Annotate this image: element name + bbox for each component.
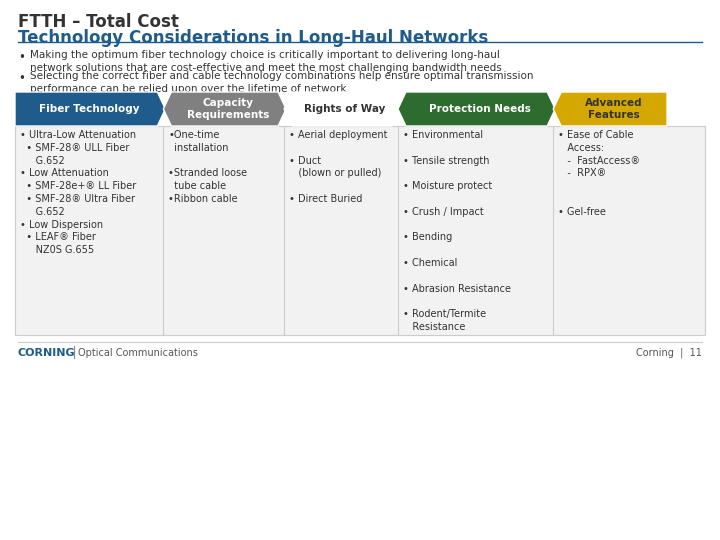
Polygon shape	[15, 92, 166, 126]
Text: Advanced
Features: Advanced Features	[585, 98, 643, 120]
Text: •One-time
  installation

•Stranded loose
  tube cable
•Ribbon cable: •One-time installation •Stranded loose t…	[168, 130, 248, 204]
Text: • Aerial deployment

• Duct
   (blown or pulled)

• Direct Buried: • Aerial deployment • Duct (blown or pul…	[289, 130, 387, 204]
Text: • Environmental

• Tensile strength

• Moisture protect

• Crush / Impact

• Ben: • Environmental • Tensile strength • Moi…	[403, 130, 511, 332]
Bar	[15, 126, 705, 335]
Polygon shape	[163, 92, 286, 126]
Text: Fiber Technology: Fiber Technology	[39, 104, 140, 114]
Text: Selecting the correct fiber and cable technology combinations help ensure optima: Selecting the correct fiber and cable te…	[30, 71, 534, 94]
Text: Capacity
Requirements: Capacity Requirements	[186, 98, 269, 120]
Text: • Ease of Cable
   Access:
   -  FastAccess®
   -  RPX®


• Gel-free: • Ease of Cable Access: - FastAccess® - …	[558, 130, 640, 217]
Text: Corning  |  11: Corning | 11	[636, 348, 702, 359]
Text: FTTH – Total Cost: FTTH – Total Cost	[18, 13, 179, 31]
Text: CORNING: CORNING	[18, 348, 76, 358]
Text: Optical Communications: Optical Communications	[78, 348, 198, 358]
Text: Protection Needs: Protection Needs	[428, 104, 531, 114]
Text: •: •	[18, 72, 25, 85]
Polygon shape	[553, 92, 667, 126]
Polygon shape	[398, 92, 555, 126]
Polygon shape	[284, 92, 400, 126]
Text: Rights of Way: Rights of Way	[305, 104, 386, 114]
Text: Technology Considerations in Long-Haul Networks: Technology Considerations in Long-Haul N…	[18, 29, 488, 47]
Text: Making the optimum fiber technology choice is critically important to delivering: Making the optimum fiber technology choi…	[30, 50, 502, 73]
Text: • Ultra-Low Attenuation
  • SMF-28® ULL Fiber
     G.652
• Low Attenuation
  • S: • Ultra-Low Attenuation • SMF-28® ULL Fi…	[20, 130, 136, 255]
Text: •: •	[18, 51, 25, 64]
